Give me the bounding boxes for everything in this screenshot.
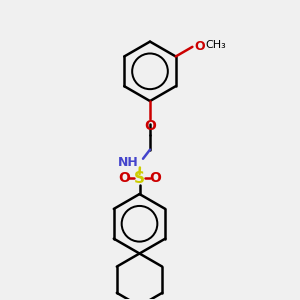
Text: O: O <box>149 171 161 184</box>
Text: O: O <box>118 171 130 184</box>
Text: CH₃: CH₃ <box>205 40 226 50</box>
Text: O: O <box>144 118 156 133</box>
Text: O: O <box>194 40 205 53</box>
Text: NH: NH <box>118 156 139 170</box>
Text: S: S <box>134 171 145 186</box>
